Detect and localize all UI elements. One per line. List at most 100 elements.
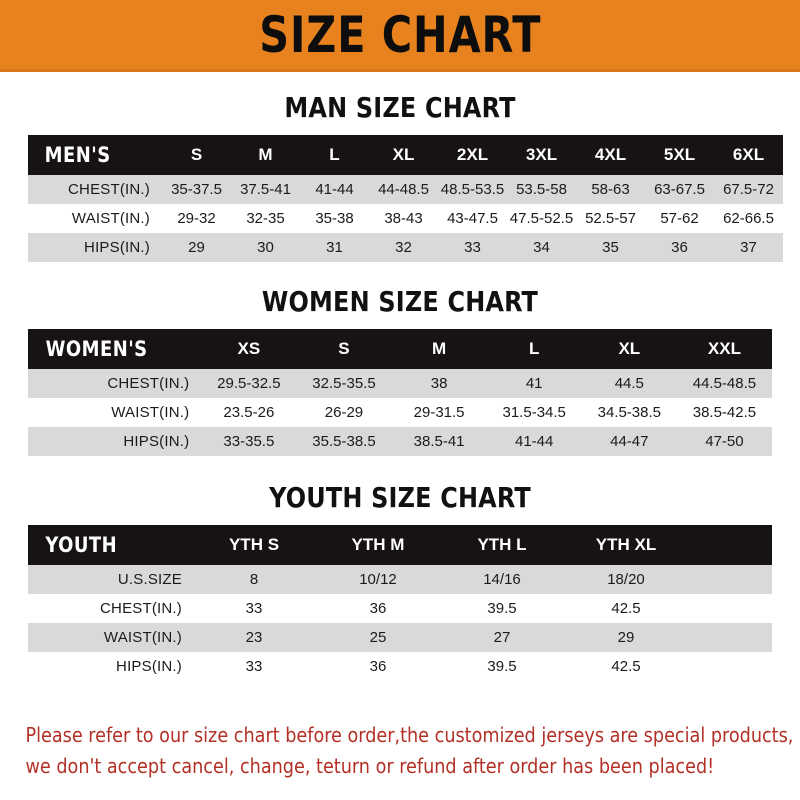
- women-row-label: CHEST(IN.): [107, 375, 190, 392]
- women-size-header: XL: [618, 339, 641, 358]
- youth-table-body: U.S.SIZE 8 10/12 14/16 18/20 CHEST(IN.) 33 36 39…: [28, 565, 772, 681]
- youth-measurement-cell: 10/12: [359, 571, 397, 588]
- footer-note-line-1: Please refer to our size chart before or…: [25, 723, 794, 747]
- women-measurement-cell: 23.5-26: [223, 404, 275, 421]
- man-size-header: 3XL: [525, 145, 558, 164]
- man-measurement-cell: 41-44: [315, 181, 354, 198]
- man-table-head: MEN'S S M L XL 2XL 3XL 4XL 5XL 6XL: [28, 135, 783, 175]
- man-size-header: M: [258, 145, 273, 164]
- man-measurement-cell: 47.5-52.5: [509, 210, 574, 227]
- youth-row-label: WAIST(IN.): [103, 629, 182, 646]
- man-measurement-cell: 37: [740, 239, 757, 256]
- youth-spacer-cell: [688, 623, 772, 652]
- table-row: CHEST(IN.) 35-37.5 37.5-41 41-44 44-48.5 48.5…: [28, 175, 783, 204]
- women-measurement-cell: 44.5: [614, 375, 644, 392]
- man-size-header: 2XL: [456, 145, 489, 164]
- women-size-header: S: [338, 339, 350, 358]
- women-size-header: XXL: [707, 339, 741, 358]
- women-measurement-cell: 44-47: [610, 433, 649, 450]
- youth-spacer-cell: [688, 652, 772, 681]
- youth-measurement-cell: 14/16: [483, 571, 521, 588]
- women-measurement-cell: 29.5-32.5: [217, 375, 281, 392]
- footer-note: Please refer to our size chart before or…: [0, 720, 794, 782]
- man-measurement-cell: 62-66.5: [723, 210, 774, 227]
- women-measurement-cell: 34.5-38.5: [597, 404, 661, 421]
- man-measurement-cell: 57-62: [660, 210, 699, 227]
- women-row-label: WAIST(IN.): [111, 404, 190, 421]
- man-corner-label: MEN'S: [44, 143, 111, 167]
- women-table-body: CHEST(IN.) 29.5-32.5 32.5-35.5 38 41 44.5 44.5…: [28, 369, 772, 456]
- women-measurement-cell: 44.5-48.5: [692, 375, 757, 392]
- man-measurement-cell: 29: [188, 239, 205, 256]
- youth-size-header: YTH XL: [595, 535, 657, 554]
- youth-size-header: YTH S: [228, 535, 280, 554]
- man-measurement-cell: 36: [671, 239, 688, 256]
- women-measurement-cell: 32.5-35.5: [312, 375, 376, 392]
- man-size-header: 5XL: [663, 145, 696, 164]
- table-row: CHEST(IN.) 29.5-32.5 32.5-35.5 38 41 44.5 44.5…: [28, 369, 772, 398]
- youth-size-table: YOUTH YTH S YTH M YTH L YTH XL U.S.SIZE 8 10/1…: [28, 525, 772, 681]
- women-corner-label: WOMEN'S: [45, 337, 148, 361]
- man-size-header: 4XL: [594, 145, 627, 164]
- youth-measurement-cell: 18/20: [607, 571, 645, 588]
- youth-spacer-cell: [688, 565, 772, 594]
- youth-row-label: U.S.SIZE: [117, 571, 182, 588]
- youth-spacer-cell: [688, 594, 772, 623]
- women-measurement-cell: 35.5-38.5: [312, 433, 376, 450]
- table-row: U.S.SIZE 8 10/12 14/16 18/20: [28, 565, 772, 594]
- table-row: WAIST(IN.) 29-32 32-35 35-38 38-43 43-47.5 47.…: [28, 204, 783, 233]
- man-row-label: CHEST(IN.): [68, 181, 150, 198]
- man-size-header: 6XL: [732, 145, 765, 164]
- youth-corner-label: YOUTH: [45, 533, 118, 557]
- man-measurement-cell: 34: [533, 239, 550, 256]
- women-size-table: WOMEN'S XS S M L XL XXL CHEST(IN.) 29.5-32.5 32.…: [28, 329, 772, 456]
- table-row: WAIST(IN.) 23 25 27 29: [28, 623, 772, 652]
- women-measurement-cell: 41-44: [515, 433, 554, 450]
- youth-measurement-cell: 39.5: [487, 600, 517, 617]
- youth-size-header: YTH M: [351, 535, 405, 554]
- women-table-head: WOMEN'S XS S M L XL XXL: [28, 329, 772, 369]
- man-measurement-cell: 31: [326, 239, 343, 256]
- man-size-table: MEN'S S M L XL 2XL 3XL 4XL 5XL 6XL CHEST(IN.) 35-3…: [28, 135, 783, 262]
- man-measurement-cell: 63-67.5: [654, 181, 705, 198]
- man-measurement-cell: 53.5-58: [516, 181, 567, 198]
- youth-measurement-cell: 39.5: [487, 658, 517, 675]
- women-measurement-cell: 41: [525, 375, 543, 392]
- man-section-title: MAN SIZE CHART: [284, 91, 516, 124]
- table-row: HIPS(IN.) 29 30 31 32 33 34 35 36 37: [28, 233, 783, 262]
- youth-header-row: YOUTH YTH S YTH M YTH L YTH XL: [28, 525, 772, 565]
- man-measurement-cell: 33: [464, 239, 481, 256]
- footer-note-line-2: we don't accept cancel, change, teturn o…: [25, 754, 715, 778]
- women-header-row: WOMEN'S XS S M L XL XXL: [28, 329, 772, 369]
- man-size-header: L: [329, 145, 340, 164]
- women-size-header: L: [529, 339, 540, 358]
- man-measurement-cell: 58-63: [591, 181, 630, 198]
- women-table-wrapper: WOMEN'S XS S M L XL XXL CHEST(IN.) 29.5-32.5 32.…: [28, 329, 772, 456]
- women-measurement-cell: 29-31.5: [413, 404, 465, 421]
- man-size-header: XL: [392, 145, 415, 164]
- youth-measurement-cell: 36: [369, 658, 387, 675]
- youth-measurement-cell: 29: [617, 629, 635, 646]
- man-row-label: HIPS(IN.): [84, 239, 150, 256]
- man-measurement-cell: 37.5-41: [240, 181, 291, 198]
- women-section-title: WOMEN SIZE CHART: [261, 285, 539, 318]
- page-title: SIZE CHART: [258, 5, 542, 64]
- women-size-header: XS: [237, 339, 261, 358]
- man-size-header: S: [190, 145, 203, 164]
- women-measurement-cell: 31.5-34.5: [502, 404, 566, 421]
- youth-measurement-cell: 36: [369, 600, 387, 617]
- youth-row-label: CHEST(IN.): [100, 600, 182, 617]
- women-measurement-cell: 38: [430, 375, 448, 392]
- women-measurement-cell: 33-35.5: [223, 433, 275, 450]
- man-measurement-cell: 29-32: [177, 210, 216, 227]
- table-row: HIPS(IN.) 33 36 39.5 42.5: [28, 652, 772, 681]
- youth-section-title: YOUTH SIZE CHART: [269, 481, 531, 514]
- youth-measurement-cell: 25: [369, 629, 387, 646]
- table-row: CHEST(IN.) 33 36 39.5 42.5: [28, 594, 772, 623]
- youth-row-label: HIPS(IN.): [116, 658, 182, 675]
- man-measurement-cell: 38-43: [384, 210, 423, 227]
- women-row-label: HIPS(IN.): [123, 433, 190, 450]
- man-table-body: CHEST(IN.) 35-37.5 37.5-41 41-44 44-48.5 48.5…: [28, 175, 783, 262]
- women-measurement-cell: 47-50: [705, 433, 744, 450]
